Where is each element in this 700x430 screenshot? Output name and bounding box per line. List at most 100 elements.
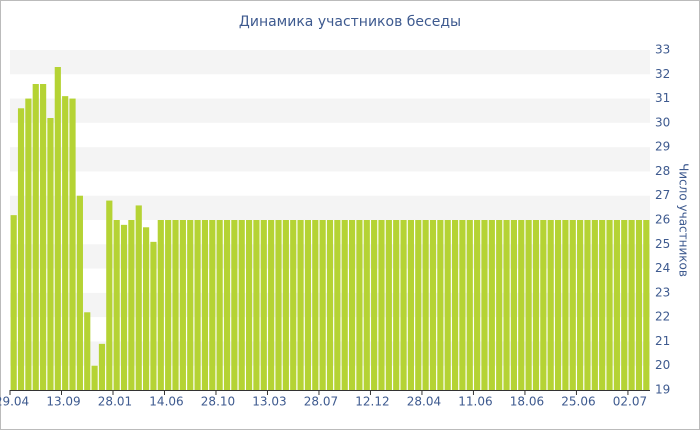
bar xyxy=(481,220,488,390)
bar xyxy=(150,241,157,390)
bar xyxy=(165,220,172,390)
y-tick-label: 22 xyxy=(655,310,670,324)
bar xyxy=(245,220,253,390)
bar xyxy=(547,220,554,390)
chart-title: Динамика участников беседы xyxy=(239,14,461,30)
bar xyxy=(628,220,635,390)
bar xyxy=(194,220,201,390)
bar xyxy=(385,220,392,390)
bar xyxy=(429,220,437,390)
grid-band xyxy=(10,50,650,75)
bar xyxy=(525,220,532,390)
bar xyxy=(84,312,91,390)
bar xyxy=(591,220,598,390)
bar xyxy=(91,365,98,390)
bar xyxy=(562,220,569,390)
bar xyxy=(260,220,267,390)
bar xyxy=(282,220,289,390)
bar xyxy=(69,98,76,391)
bar xyxy=(569,220,576,390)
y-tick-label: 28 xyxy=(655,164,670,178)
bar xyxy=(474,220,481,390)
bar xyxy=(253,220,260,390)
bar xyxy=(223,220,231,390)
bar xyxy=(459,220,466,390)
y-tick-label: 29 xyxy=(655,140,670,154)
bar xyxy=(76,195,83,390)
y-tick-label: 21 xyxy=(655,334,670,348)
bar xyxy=(326,220,334,390)
bar xyxy=(268,220,275,390)
bar xyxy=(238,220,245,390)
y-tick-label: 27 xyxy=(655,188,670,202)
bar xyxy=(554,220,562,390)
y-tick-label: 19 xyxy=(655,383,670,397)
x-tick-label: 12.12 xyxy=(355,395,389,409)
bar xyxy=(10,215,17,390)
y-tick-label: 32 xyxy=(655,67,670,81)
x-tick-label: 14.06 xyxy=(149,395,183,409)
bar xyxy=(290,220,297,390)
bar xyxy=(510,220,517,390)
y-tick-label: 23 xyxy=(655,285,670,299)
bar xyxy=(437,220,444,390)
y-tick-label: 25 xyxy=(655,237,670,251)
bar xyxy=(503,220,510,390)
bar xyxy=(488,220,495,390)
bar xyxy=(216,220,223,390)
x-tick-label: 18.06 xyxy=(510,395,544,409)
bar xyxy=(341,220,348,390)
bar xyxy=(187,220,194,390)
bar xyxy=(319,220,326,390)
bar xyxy=(621,220,628,390)
y-tick-label: 33 xyxy=(655,43,670,57)
x-tick-label: 13.09 xyxy=(46,395,80,409)
x-tick-label: 28.04 xyxy=(407,395,441,409)
bar xyxy=(98,343,106,390)
bar xyxy=(128,220,135,390)
bar xyxy=(400,220,407,390)
bar xyxy=(113,220,120,390)
x-tick-label: 28.07 xyxy=(304,395,338,409)
grid-band xyxy=(10,98,650,123)
bar xyxy=(584,220,591,390)
bar xyxy=(54,67,61,390)
x-tick-label: 28.10 xyxy=(201,395,235,409)
y-tick-label: 20 xyxy=(655,358,670,372)
bar xyxy=(599,220,606,390)
bar xyxy=(496,220,503,390)
y-tick-label: 31 xyxy=(655,91,670,105)
bar xyxy=(25,98,32,391)
bar xyxy=(179,220,186,390)
bar xyxy=(40,84,47,390)
bar xyxy=(643,220,650,390)
x-tick-label: 13.03 xyxy=(252,395,286,409)
y-tick-label: 30 xyxy=(655,115,670,129)
bar xyxy=(304,220,312,390)
bar xyxy=(518,220,525,390)
bar xyxy=(577,220,584,390)
bar xyxy=(466,220,473,390)
bar xyxy=(356,220,363,390)
x-tick-label: 25.06 xyxy=(561,395,595,409)
bar xyxy=(422,220,429,390)
bar xyxy=(540,220,547,390)
bar xyxy=(451,220,459,390)
bar xyxy=(378,220,385,390)
bar xyxy=(334,220,341,390)
bar xyxy=(606,220,613,390)
bar xyxy=(613,220,620,390)
bar xyxy=(231,220,238,390)
bar xyxy=(393,220,400,390)
x-tick-label: 28.01 xyxy=(98,395,132,409)
bar xyxy=(407,220,415,390)
bar xyxy=(371,220,378,390)
bar xyxy=(172,220,179,390)
bar xyxy=(532,220,540,390)
bar xyxy=(47,118,54,390)
bar xyxy=(62,96,69,391)
bar xyxy=(415,220,422,390)
bar xyxy=(275,220,282,390)
